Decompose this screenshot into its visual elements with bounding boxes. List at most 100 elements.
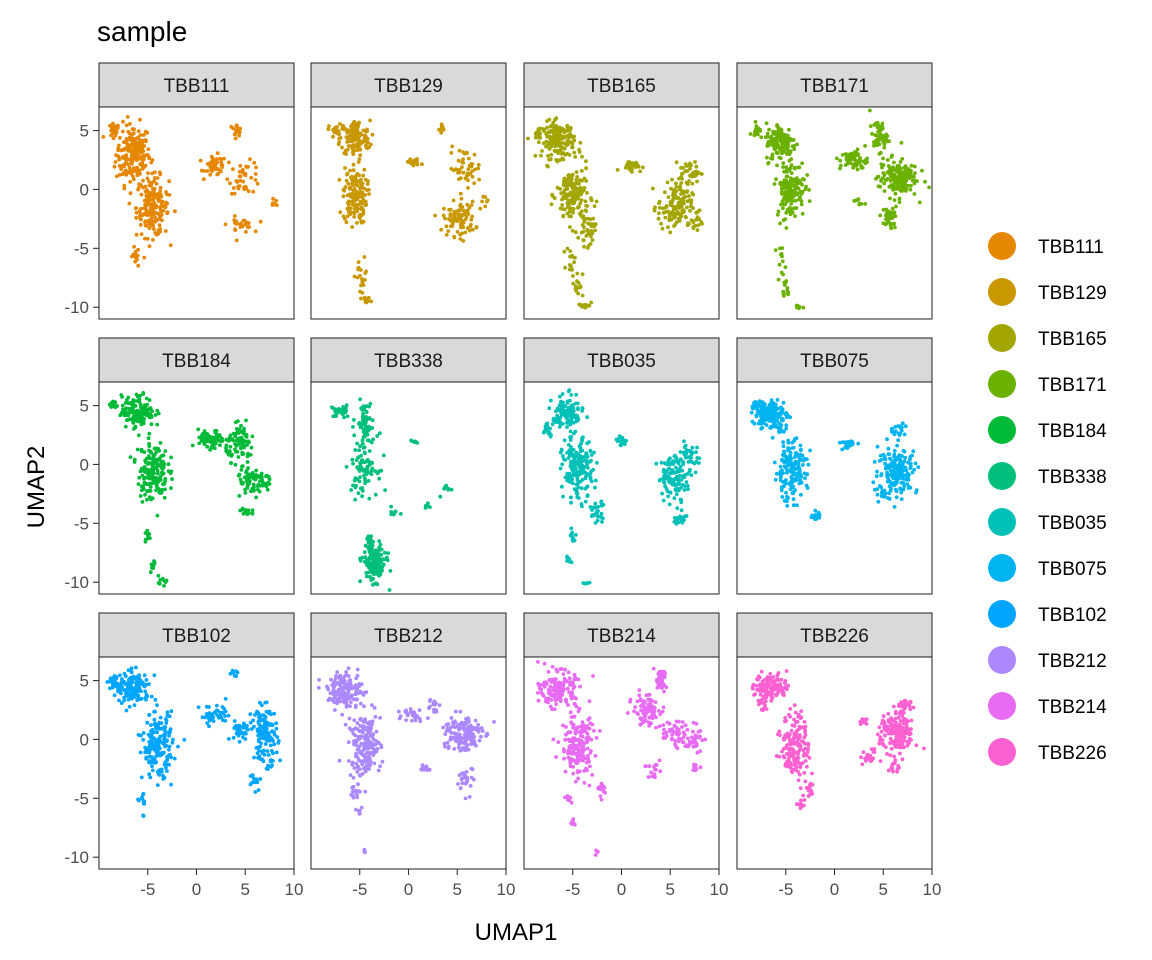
data-point xyxy=(675,506,680,511)
data-point xyxy=(883,222,888,227)
data-point xyxy=(349,194,354,199)
data-point xyxy=(152,717,157,722)
data-point xyxy=(363,278,367,282)
data-point xyxy=(377,476,382,481)
data-point xyxy=(875,487,879,491)
facet-strip-label: TBB075 xyxy=(800,351,869,372)
data-point xyxy=(775,142,779,147)
data-point xyxy=(872,460,877,464)
data-point xyxy=(693,223,698,228)
data-point xyxy=(415,162,420,167)
data-point xyxy=(118,136,122,140)
data-point xyxy=(145,720,150,725)
data-point xyxy=(258,479,262,483)
data-point xyxy=(162,739,167,743)
data-point xyxy=(879,473,883,478)
data-point xyxy=(568,438,573,442)
data-point xyxy=(657,211,661,216)
data-point xyxy=(139,775,144,780)
data-point xyxy=(211,441,216,446)
data-point xyxy=(799,492,803,497)
data-point xyxy=(896,431,901,436)
data-point xyxy=(691,219,695,224)
data-point xyxy=(562,411,566,416)
data-point xyxy=(120,395,124,399)
data-point xyxy=(663,190,667,195)
data-point xyxy=(883,461,887,466)
data-point xyxy=(156,199,161,204)
facet-panel-TBB338: TBB338 xyxy=(310,337,507,595)
data-point xyxy=(772,182,777,186)
data-point xyxy=(124,153,129,157)
data-point xyxy=(134,411,139,415)
data-point xyxy=(158,189,163,194)
data-point xyxy=(641,165,645,170)
data-point xyxy=(687,179,691,183)
data-point xyxy=(467,205,472,210)
data-point xyxy=(805,486,810,490)
data-point xyxy=(688,209,692,213)
data-point xyxy=(350,225,355,229)
data-point xyxy=(765,131,770,136)
data-point xyxy=(137,475,142,480)
data-point xyxy=(560,145,565,150)
data-point xyxy=(149,562,154,567)
data-point xyxy=(207,724,211,729)
data-point xyxy=(356,455,361,460)
data-point xyxy=(567,210,572,214)
data-point xyxy=(344,135,349,140)
data-point xyxy=(839,163,843,168)
data-point xyxy=(853,153,858,158)
data-point xyxy=(113,126,118,131)
data-point xyxy=(897,196,902,201)
data-point xyxy=(150,158,155,162)
data-point xyxy=(452,168,456,173)
data-point xyxy=(633,165,638,170)
data-point xyxy=(143,492,147,497)
data-point xyxy=(138,409,143,414)
data-point xyxy=(351,203,356,208)
data-point xyxy=(210,157,215,162)
data-point xyxy=(595,512,599,517)
data-point xyxy=(237,133,242,138)
data-point xyxy=(573,186,578,190)
data-point xyxy=(565,425,569,429)
data-point xyxy=(232,719,237,723)
data-point xyxy=(167,762,172,767)
data-point xyxy=(360,280,365,284)
data-point xyxy=(366,295,371,300)
data-point xyxy=(334,414,338,418)
data-point xyxy=(874,176,878,181)
data-point xyxy=(388,569,393,573)
data-point xyxy=(253,178,258,182)
data-point xyxy=(172,756,177,761)
data-point xyxy=(167,734,171,738)
data-point xyxy=(254,468,259,473)
data-point xyxy=(692,461,697,466)
data-point xyxy=(559,447,564,452)
data-point xyxy=(791,177,796,182)
data-point xyxy=(263,742,268,746)
data-point xyxy=(464,214,469,219)
data-point xyxy=(141,419,146,424)
data-point xyxy=(775,123,780,127)
data-point xyxy=(560,203,565,207)
data-point xyxy=(580,293,585,298)
data-point xyxy=(148,489,153,493)
data-point xyxy=(150,464,155,469)
data-point xyxy=(458,204,462,208)
data-point xyxy=(147,456,152,461)
data-point xyxy=(209,714,214,718)
data-point xyxy=(153,215,157,220)
data-point xyxy=(894,471,898,475)
data-point xyxy=(370,466,375,471)
data-point xyxy=(569,393,574,397)
data-point xyxy=(893,225,897,230)
data-point xyxy=(796,180,801,184)
data-point xyxy=(671,196,676,201)
data-point xyxy=(781,186,786,191)
data-point xyxy=(151,189,156,194)
data-point xyxy=(470,174,475,179)
data-point xyxy=(227,737,231,741)
data-point xyxy=(244,469,249,473)
